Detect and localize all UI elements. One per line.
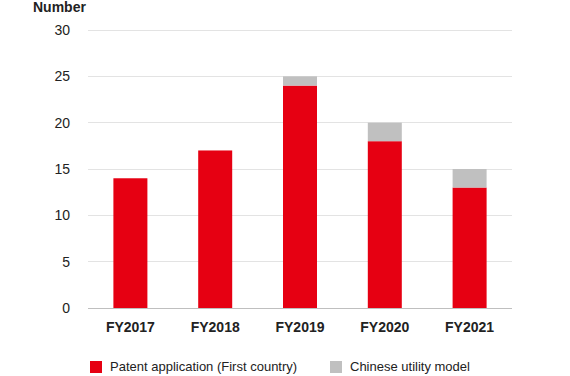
grid-line — [88, 30, 512, 31]
bar — [113, 178, 147, 308]
tick-label: 30 — [54, 22, 70, 38]
bar — [368, 141, 402, 308]
legend-swatch — [330, 361, 342, 373]
tick-label: 5 — [62, 254, 70, 270]
category-label: FY2017 — [106, 319, 155, 335]
tick-label: 15 — [54, 161, 70, 177]
bar — [453, 169, 487, 188]
bar — [283, 76, 317, 85]
legend-label: Patent application (First country) — [110, 359, 297, 374]
tick-label: 20 — [54, 115, 70, 131]
tick-label: 0 — [62, 300, 70, 316]
axis-label: Number — [33, 0, 86, 15]
legend-label: Chinese utility model — [350, 359, 470, 374]
category-label: FY2021 — [445, 319, 494, 335]
tick-label: 10 — [54, 207, 70, 223]
bar — [198, 150, 232, 308]
bar — [283, 86, 317, 308]
tick-label: 25 — [54, 68, 70, 84]
bar — [453, 188, 487, 308]
category-label: FY2018 — [191, 319, 240, 335]
bar — [368, 123, 402, 142]
legend-swatch — [90, 361, 102, 373]
category-label: FY2019 — [275, 319, 324, 335]
bar — [198, 150, 232, 151]
bar — [113, 178, 147, 179]
category-label: FY2020 — [360, 319, 409, 335]
bars — [113, 76, 486, 308]
chart: 0 5 10 15 20 25 30 Number FY2017 FY2018 FY2019 FY20… — [0, 0, 570, 376]
